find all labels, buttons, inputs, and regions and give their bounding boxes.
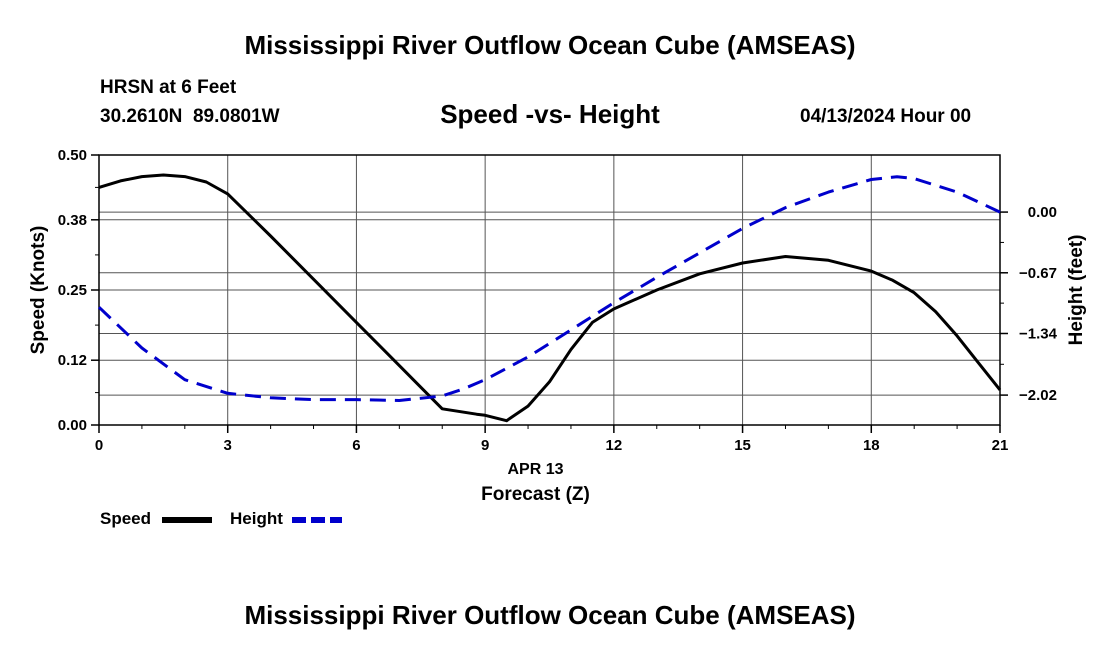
x-date-label: APR 13 — [507, 461, 563, 478]
x-axis-title: Forecast (Z) — [481, 484, 590, 505]
station-label: HRSN at 6 Feet — [100, 77, 237, 98]
speed-series-line — [98, 173, 1002, 423]
chart-title-top: Mississippi River Outflow Ocean Cube (AM… — [244, 30, 856, 60]
y-tick-label-left: 0.00 — [58, 417, 87, 434]
x-tick-label: 18 — [863, 437, 880, 454]
datetime-label: 04/13/2024 Hour 00 — [800, 106, 972, 127]
height-series-line — [97, 175, 1001, 402]
y-tick-label-right: −2.02 — [1019, 387, 1057, 404]
y-axis-title-right: Height (feet) — [1066, 235, 1087, 346]
x-tick-label: 0 — [95, 437, 103, 454]
x-tick-label: 3 — [224, 437, 232, 454]
plot-frame — [98, 154, 1001, 426]
x-tick-label: 9 — [481, 437, 489, 454]
y-axis-title-left: Speed (Knots) — [28, 226, 49, 355]
chart-subtitle: Speed -vs- Height — [440, 99, 660, 129]
y-tick-label-left: 0.25 — [58, 282, 87, 299]
y-tick-label-right: 0.00 — [1028, 204, 1057, 221]
legend-label-height: Height — [230, 509, 283, 528]
x-tick-label: 6 — [352, 437, 360, 454]
x-tick-label: 21 — [992, 437, 1009, 454]
location-label: 30.2610N 89.0801W — [100, 106, 280, 127]
y-tick-label-right: −0.67 — [1019, 265, 1057, 282]
x-tick-label: 12 — [606, 437, 623, 454]
y-tick-label-left: 0.50 — [58, 147, 87, 164]
x-tick-label: 15 — [734, 437, 751, 454]
y-tick-label-right: −1.34 — [1019, 325, 1058, 342]
y-tick-label-left: 0.38 — [58, 212, 87, 229]
legend-label-speed: Speed — [100, 509, 152, 528]
chart-title-bottom: Mississippi River Outflow Ocean Cube (AM… — [244, 600, 856, 630]
y-tick-label-left: 0.12 — [58, 352, 87, 369]
